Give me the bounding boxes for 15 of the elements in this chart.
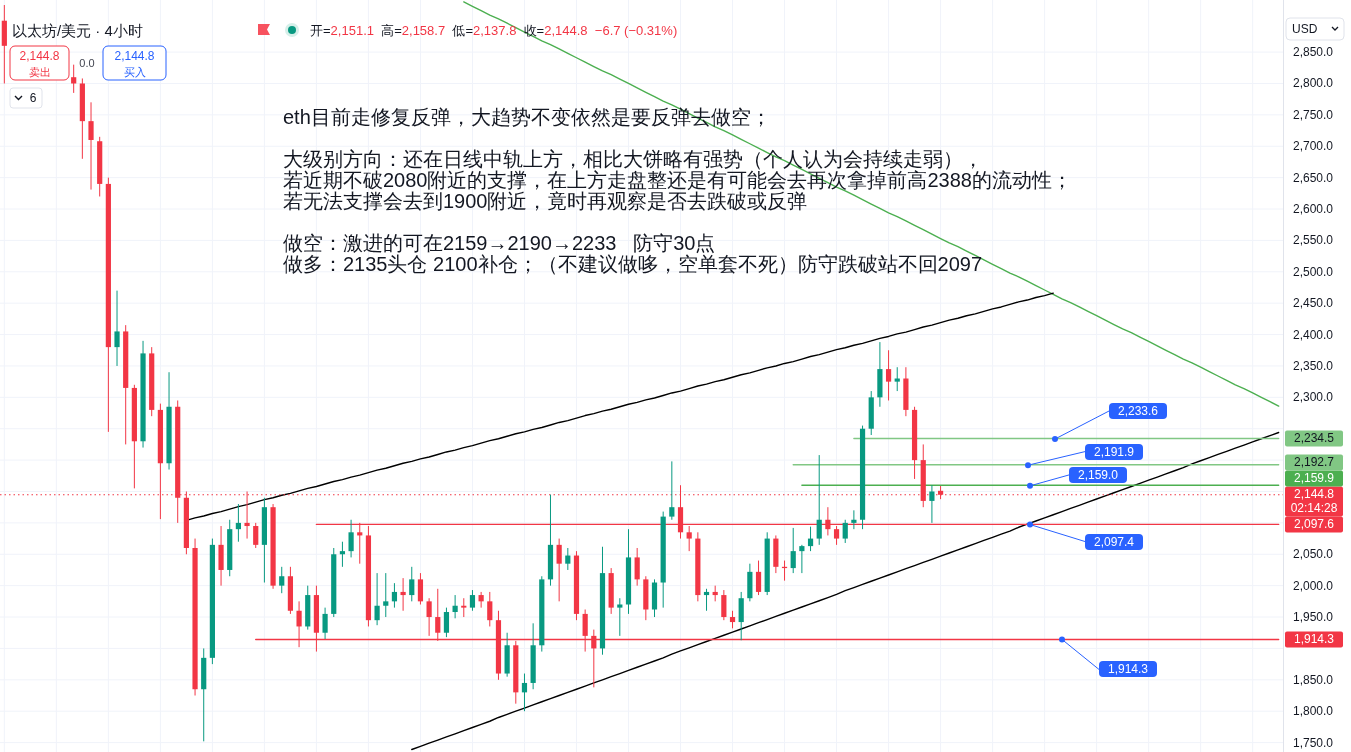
annotation: 买入 — [123, 65, 146, 78]
annotation: 2,144.8 — [19, 49, 60, 63]
annotation: 6 — [29, 91, 37, 105]
annotation: 1,914.3 — [1099, 661, 1157, 678]
annotation: 卖出 — [28, 65, 51, 78]
annotation: 若无法支撑会去到1900附近，竟时再观察是否去跌破或反弹 — [283, 190, 808, 212]
annotation: 2,144.8 — [114, 49, 155, 63]
subtitle: 开=2,151.1 高=2,158.7 低=2,137.8 收=2,144.8 −6.7 (−0.31%) — [310, 22, 678, 38]
ylabel: USD — [1292, 22, 1318, 36]
annotation: 做空：激进的可在2159→2190→2233 防守30点 — [283, 232, 716, 254]
annotation: 0.0 — [79, 57, 95, 69]
title: 以太坊/美元 · 4小时 — [12, 21, 143, 39]
annotation: 大级别方向：还在日线中轨上方，相比大饼略有强势（个人认为会持续走弱）， — [283, 148, 983, 170]
annotation: 做多：2135头仓 2100补仓；（不建议做哆，空单套不死）防守跌破站不回2097 — [283, 253, 983, 275]
annotation: 2,233.6 — [1109, 403, 1167, 419]
